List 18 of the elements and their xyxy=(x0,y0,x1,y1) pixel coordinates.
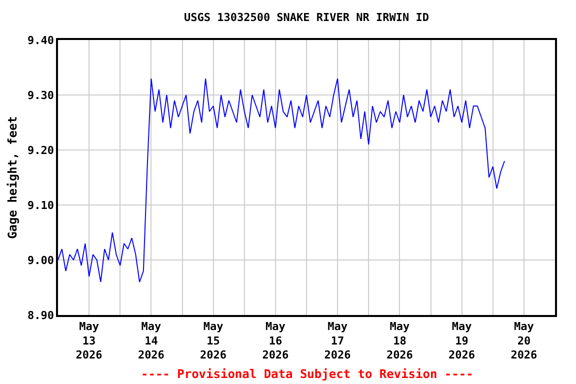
y-axis-title: Gage height, feet xyxy=(5,116,20,239)
y-tick-label: 9.30 xyxy=(28,88,54,102)
y-tick-label: 9.10 xyxy=(28,198,54,212)
y-tick-label: 8.90 xyxy=(28,308,54,322)
y-tick-label: 9.00 xyxy=(28,254,54,267)
line-series xyxy=(58,78,506,282)
y-tick-label: 9.20 xyxy=(28,144,54,157)
chart-title: USGS 13032500 SNAKE RIVER NR IRWIN ID xyxy=(184,11,430,24)
x-tick-label: May 14 2026 xyxy=(138,320,165,362)
y-tick-label: 9.40 xyxy=(28,34,54,47)
x-tick-label: May 17 2026 xyxy=(324,320,352,362)
x-tick-label: May 18 2026 xyxy=(386,320,414,362)
text: ---- Provisional Data Subject to Revision ---- xyxy=(141,367,474,381)
x-tick-label: May 15 2026 xyxy=(200,320,227,362)
x-tick-label: May 19 2026 xyxy=(448,320,476,362)
x-tick-label: May 20 2026 xyxy=(510,320,538,362)
x-tick-label: May 16 2026 xyxy=(262,320,290,362)
x-tick-label: May 13 2026 xyxy=(76,320,103,362)
